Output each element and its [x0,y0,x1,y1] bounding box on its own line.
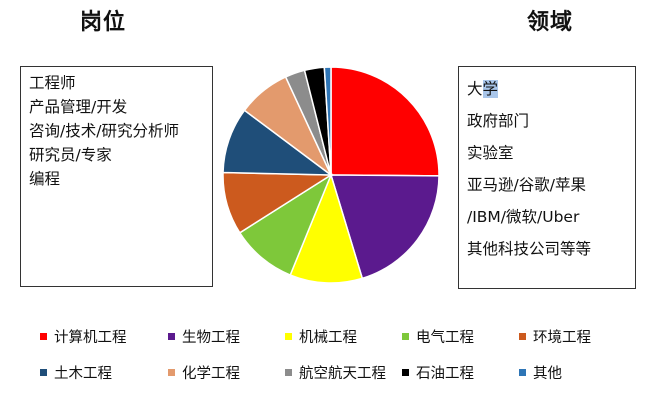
legend-item: 环境工程 [519,326,629,346]
position-item: 咨询/技术/研究分析师 [29,122,179,140]
legend-swatch [168,332,175,340]
legend-swatch [519,368,526,376]
legend-item: 电气工程 [402,326,519,346]
legend-item: 机械工程 [285,326,402,346]
field-item: 大学 [467,80,499,98]
legend-item: 石油工程 [402,362,519,382]
legend-item: 航空航天工程 [285,362,402,382]
fields-box: 大学 政府部门 实验室 亚马逊/谷歌/苹果 /IBM/微软/Uber 其他科技公… [458,66,636,289]
legend-item: 生物工程 [168,326,285,346]
legend-label: 环境工程 [533,329,591,346]
legend-item: 土木工程 [40,362,168,382]
legend-label: 机械工程 [299,329,357,346]
legend-swatch [402,368,409,376]
field-item: 其他科技公司等等 [467,240,592,258]
pie-slice-10 [323,66,332,176]
pie-slice-1 [330,66,440,177]
field-item: 亚马逊/谷歌/苹果 [467,176,586,194]
legend-swatch [402,332,409,340]
pie-slice-3 [289,172,364,284]
pie-chart [222,66,440,284]
positions-box: 工程师 产品管理/开发 咨询/技术/研究分析师 研究员/专家 编程 [20,66,213,287]
legend-swatch [40,332,47,340]
legend-swatch [285,368,292,376]
positions-heading: 岗位 [80,10,127,35]
legend-label: 计算机工程 [54,329,127,346]
legend-swatch [519,332,526,340]
legend-item: 化学工程 [168,362,285,382]
pie-slice-2 [329,174,440,280]
legend-swatch [168,368,175,376]
position-item: 工程师 [29,74,76,92]
position-item: 研究员/专家 [29,146,112,164]
field-item: /IBM/微软/Uber [467,208,580,226]
field-item: 实验室 [467,144,514,162]
chart-legend: 计算机工程 生物工程 机械工程 电气工程 环境工程 土木工程 化学工程 航空航天工程 石油工程… [40,326,660,398]
legend-label: 电气工程 [416,329,474,346]
legend-label: 生物工程 [182,329,240,346]
field-item: 政府部门 [467,112,530,130]
legend-swatch [285,332,292,340]
legend-item: 计算机工程 [40,326,168,346]
legend-label: 土木工程 [54,365,112,382]
position-item: 编程 [29,170,61,188]
legend-label: 石油工程 [416,365,474,382]
legend-label: 航空航天工程 [299,365,386,382]
legend-swatch [40,368,47,376]
position-item: 产品管理/开发 [29,98,128,116]
text-selection: 学 [482,80,499,98]
legend-label: 其他 [533,365,562,382]
fields-heading: 领域 [527,10,574,35]
legend-label: 化学工程 [182,365,240,382]
legend-item: 其他 [519,362,629,382]
